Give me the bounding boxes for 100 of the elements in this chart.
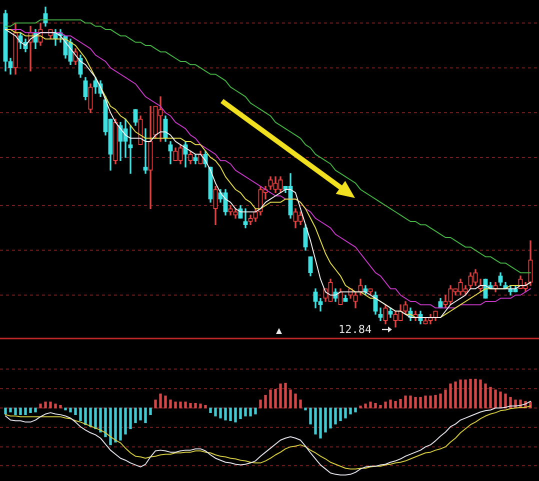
bar bbox=[304, 408, 307, 410]
bar bbox=[219, 408, 222, 418]
bar bbox=[284, 382, 287, 408]
bar bbox=[149, 408, 152, 416]
bar bbox=[299, 400, 302, 408]
bar bbox=[179, 402, 182, 408]
bar bbox=[4, 408, 7, 414]
bar bbox=[24, 408, 27, 416]
bar bbox=[424, 396, 427, 408]
bar bbox=[124, 408, 127, 434]
candlestick bbox=[128, 125, 133, 174]
bar bbox=[494, 390, 497, 408]
bar bbox=[214, 408, 217, 416]
bar bbox=[169, 400, 172, 408]
bar bbox=[344, 408, 347, 418]
bar bbox=[164, 396, 167, 408]
bar bbox=[479, 380, 482, 408]
bar bbox=[234, 408, 237, 422]
candlestick bbox=[143, 128, 148, 174]
bar bbox=[14, 408, 17, 416]
bar bbox=[129, 408, 132, 430]
bar bbox=[399, 398, 402, 408]
bar bbox=[144, 408, 147, 424]
bar bbox=[59, 404, 62, 408]
bar bbox=[384, 402, 387, 408]
bar bbox=[434, 394, 437, 408]
bar bbox=[404, 396, 407, 408]
bar bbox=[469, 378, 472, 408]
bar bbox=[204, 404, 207, 408]
bar bbox=[279, 384, 282, 408]
annotation: 12.84 bbox=[338, 322, 372, 336]
bar bbox=[359, 406, 362, 408]
bar bbox=[334, 408, 337, 424]
bar bbox=[444, 390, 447, 408]
bar bbox=[9, 408, 12, 412]
bar bbox=[374, 402, 377, 408]
bar bbox=[194, 402, 197, 408]
bar bbox=[154, 400, 157, 408]
bar bbox=[309, 408, 312, 424]
bar bbox=[34, 408, 37, 412]
bar bbox=[339, 408, 342, 422]
bar bbox=[244, 408, 247, 416]
bar bbox=[364, 404, 367, 408]
bar bbox=[394, 400, 397, 408]
bar bbox=[454, 382, 457, 408]
bar bbox=[79, 408, 82, 422]
bar bbox=[54, 404, 57, 408]
bar bbox=[409, 396, 412, 408]
bar bbox=[314, 408, 317, 434]
bar bbox=[259, 400, 262, 408]
bar bbox=[354, 408, 357, 412]
bar bbox=[39, 404, 42, 408]
bar bbox=[89, 408, 92, 428]
bar bbox=[174, 402, 177, 408]
bar bbox=[504, 394, 507, 408]
bar bbox=[19, 408, 22, 416]
bar bbox=[484, 384, 487, 408]
bar bbox=[489, 386, 492, 408]
bar bbox=[209, 408, 212, 414]
bar bbox=[99, 408, 102, 432]
bar bbox=[319, 408, 322, 438]
bar bbox=[254, 408, 257, 414]
bar bbox=[499, 392, 502, 408]
bar bbox=[29, 408, 32, 414]
bar bbox=[329, 408, 332, 428]
bar bbox=[379, 404, 382, 408]
bar bbox=[134, 408, 137, 424]
bar bbox=[269, 390, 272, 408]
bar bbox=[324, 408, 327, 432]
bar bbox=[249, 408, 252, 416]
bar bbox=[84, 408, 87, 426]
bar bbox=[159, 394, 162, 408]
bar bbox=[189, 402, 192, 408]
bar bbox=[274, 388, 277, 408]
bar bbox=[459, 380, 462, 408]
bar bbox=[199, 404, 202, 408]
bar bbox=[74, 408, 77, 416]
bar bbox=[139, 408, 142, 420]
bar bbox=[429, 396, 432, 408]
bar bbox=[49, 402, 52, 408]
bar bbox=[449, 384, 452, 408]
bar bbox=[289, 390, 292, 408]
bar bbox=[69, 408, 72, 412]
bar bbox=[464, 380, 467, 408]
bar bbox=[414, 396, 417, 408]
bar bbox=[369, 402, 372, 408]
bar bbox=[184, 402, 187, 408]
bar bbox=[44, 402, 47, 408]
bar bbox=[239, 408, 242, 420]
bar bbox=[114, 408, 117, 442]
bar bbox=[224, 408, 227, 420]
bar bbox=[94, 408, 97, 430]
bar bbox=[229, 408, 232, 422]
bar bbox=[474, 378, 477, 408]
bar bbox=[439, 394, 442, 408]
bar bbox=[419, 396, 422, 408]
bar bbox=[64, 408, 67, 410]
bar bbox=[109, 408, 112, 446]
bar bbox=[389, 400, 392, 408]
bar bbox=[119, 408, 122, 440]
